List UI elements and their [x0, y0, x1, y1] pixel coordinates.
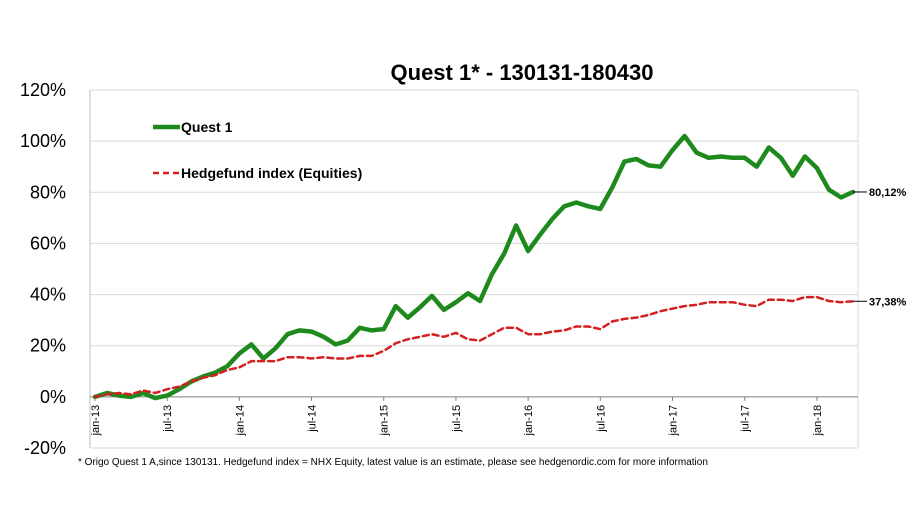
footnote: * Origo Quest 1 A,since 130131. Hedgefun… — [78, 457, 708, 468]
x-tick-label: jan-16 — [523, 405, 535, 437]
legend: Quest 1 Hedgefund index (Equities) — [153, 119, 362, 181]
quest-1-line — [92, 133, 856, 401]
x-tick-label: jul-17 — [740, 405, 752, 433]
x-tick-label: jul-15 — [451, 405, 463, 433]
y-tick-label: 100% — [20, 131, 66, 151]
gridlines — [89, 89, 859, 449]
y-tick-label: 120% — [20, 80, 66, 100]
x-tick-label: jul-16 — [595, 405, 607, 433]
y-tick-label: -20% — [24, 438, 66, 458]
x-tick-label: jul-13 — [162, 405, 174, 433]
hedgefund-index-end-label: 37,38% — [869, 296, 907, 308]
x-axis-ticks: jan-13 jul-13 jan-14 jul-14 jan-15 jul-15 jan-… — [90, 396, 824, 437]
y-tick-label: 80% — [30, 182, 66, 202]
y-tick-label: 20% — [30, 336, 66, 356]
chart-title: Quest 1* - 130131-180430 — [391, 60, 654, 85]
x-tick-label: jan-14 — [234, 405, 246, 437]
quest-1-end-label: 80,12% — [869, 187, 907, 199]
x-tick-label: jan-17 — [668, 405, 680, 437]
x-tick-label: jul-14 — [307, 405, 319, 433]
y-axis-ticks: 120% 100% 80% 60% 40% 20% 0% -20% — [20, 80, 66, 458]
y-tick-label: 60% — [30, 233, 66, 253]
y-tick-label: 0% — [40, 387, 66, 407]
x-tick-label: jan-18 — [812, 405, 824, 437]
series-lines — [92, 133, 856, 401]
hedgefund-index-line — [93, 295, 855, 399]
x-tick-label: jan-13 — [90, 405, 102, 437]
legend-label: Hedgefund index (Equities) — [181, 165, 362, 181]
legend-label: Quest 1 — [181, 119, 233, 135]
y-tick-label: 40% — [30, 285, 66, 305]
end-labels: 80,12% 37,38% — [853, 187, 907, 308]
x-tick-label: jan-15 — [379, 405, 391, 437]
